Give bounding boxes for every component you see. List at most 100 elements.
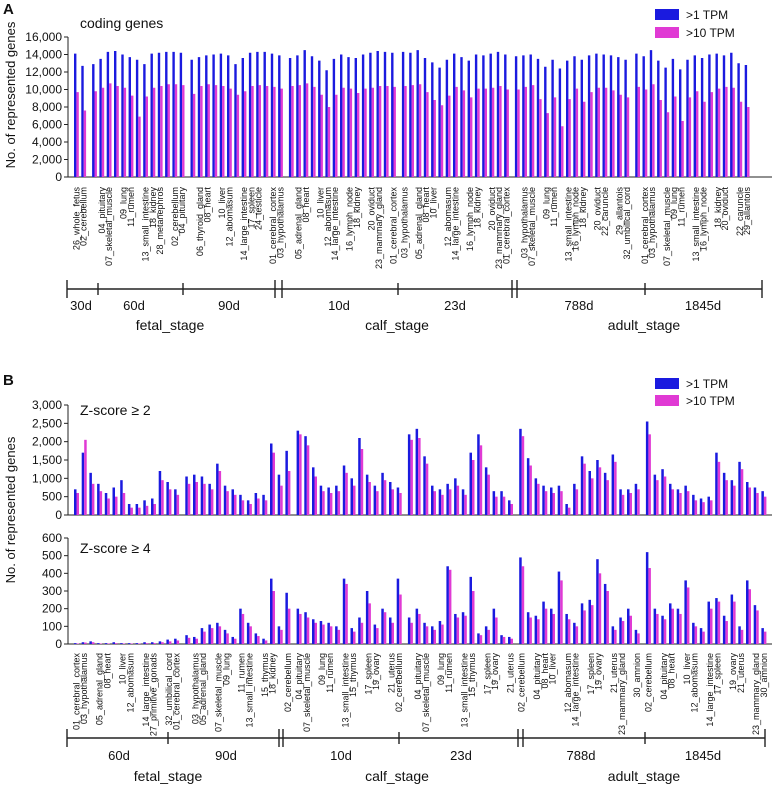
panel-b-bottom-x-tick-label: 08_heart [540, 653, 550, 689]
panel-a-bar-tpm1 [467, 60, 470, 177]
panel-b-bottom-bar-tpm1 [645, 552, 649, 644]
panel-a-y-tick-label: 8,000 [32, 100, 62, 114]
panel-b-bottom-x-tick-label: 08_heart [667, 653, 677, 689]
panel-a-bar-tpm10 [652, 84, 655, 177]
panel-a-bar-tpm1 [212, 54, 215, 177]
panel-b-top-bar-tpm10 [226, 491, 229, 515]
panel-a-y-tick-label: 6,000 [32, 118, 62, 132]
panel-b-bottom-bar-tpm1 [246, 622, 250, 644]
panel-b-top-bar-tpm1 [89, 472, 92, 515]
panel-b-bottom-bar-tpm1 [239, 608, 242, 644]
panel-a-bar-tpm10 [539, 99, 542, 177]
panel-b-bottom-y-tick-label: 0 [55, 637, 62, 651]
panel-b-bottom-bar-tpm1 [446, 566, 449, 644]
panel-b-bottom-bar-tpm10 [529, 617, 532, 644]
panel-b-top-bar-tpm10 [234, 494, 237, 515]
panel-a-x-tick-label: 11_rumen [676, 187, 686, 227]
panel-a-bar-tpm1 [602, 54, 605, 177]
panel-a-bar-tpm10 [152, 87, 156, 177]
panel-b-top-bar-tpm10 [391, 489, 394, 515]
panel-a-bar-tpm10 [349, 88, 353, 177]
panel-b-bottom-bar-tpm10 [272, 591, 275, 644]
panel-a-bar-tpm10 [717, 88, 721, 177]
panel-a-bar-tpm10 [703, 101, 706, 177]
panel-b-top-bar-tpm1 [715, 452, 718, 515]
panel-b-top-bar-tpm1 [557, 485, 561, 515]
panel-b-bottom-x-tick-label: 07_skeletal_muscle [421, 653, 431, 732]
panel-a-bar-tpm1 [376, 51, 379, 177]
panel-a-bar-tpm10 [236, 94, 240, 177]
panel-b-bottom-bar-tpm1 [350, 628, 353, 644]
timeline-a-age-10d: 10d [328, 298, 350, 313]
panel-a-x-tick-label: 08_heart [203, 187, 213, 223]
panel-a-bar-tpm1 [551, 59, 554, 177]
panel-b-top-bar-tpm10 [203, 483, 206, 515]
chart-marks: 0 2,000 4,000 6,000 8,000 10,000 12,000 14,000 1… [25, 30, 772, 747]
panel-b-bottom-bar-tpm1 [588, 599, 591, 644]
panel-b-bottom-x-tick-label: 11_rumen [325, 653, 335, 693]
panel-b-top-bar-tpm1 [381, 472, 384, 515]
panel-b-top-bar-tpm1 [239, 494, 242, 515]
panel-b-top-bar-tpm10 [425, 463, 429, 515]
panel-b-top-bar-tpm1 [534, 478, 538, 515]
panel-b-top-bar-tpm1 [304, 436, 307, 515]
panel-a-x-tick-label: 07_skeletal_muscle [527, 187, 537, 266]
panel-a-x-tick-label: 12_abomasum [224, 187, 234, 247]
panel-a-bar-tpm1 [657, 60, 660, 177]
panel-a-bar-tpm10 [484, 88, 487, 177]
panel-b-bottom-bar-tpm10 [153, 643, 156, 644]
panel-b-bottom-bar-tpm10 [410, 622, 413, 644]
panel-b-top-bar-tpm1 [526, 458, 530, 515]
panel-b-bottom-bar-tpm10 [725, 621, 728, 644]
panel-a-bar-tpm1 [205, 55, 208, 177]
panel-b-bottom-bar-tpm10 [257, 636, 260, 644]
panel-b-top-bar-tpm1 [454, 478, 457, 515]
panel-a-y-tick-label: 16,000 [25, 30, 62, 44]
panel-b-bottom-bar-tpm10 [710, 608, 713, 644]
panel-b-top-bar-tpm10 [433, 491, 436, 515]
timeline-b-stage-adult: adult_stage [608, 768, 681, 784]
panel-b-bottom-bar-tpm1 [753, 605, 757, 644]
panel-a-x-tick-label: 11_rumen [126, 187, 136, 227]
panel-a-legend-swatch-tpm10 [655, 27, 679, 38]
panel-b-legend-swatch-tpm1 [655, 378, 679, 389]
panel-b-top-y-tick-label: 500 [42, 490, 62, 504]
panel-a-bar-tpm10 [174, 84, 178, 177]
panel-a-x-tick-label: 23_mammary_gland [374, 187, 384, 269]
panel-a-bar-tpm10 [200, 86, 203, 177]
panel-a-bar-tpm10 [244, 91, 247, 177]
panel-b-top-bar-tpm10 [694, 500, 698, 515]
panel-b-top-bar-tpm10 [314, 476, 317, 515]
panel-b-bottom-bar-tpm1 [431, 626, 434, 644]
panel-b-bottom-bar-tpm10 [210, 628, 214, 644]
panel-b-top-bar-tpm10 [399, 493, 402, 515]
panel-a-bar-tpm1 [522, 55, 525, 177]
panel-b-bottom-bar-tpm10 [418, 613, 421, 644]
panel-a-bar-tpm1 [671, 58, 675, 177]
panel-a-bar-tpm1 [135, 59, 139, 177]
panel-a-bar-tpm1 [263, 51, 266, 177]
panel-b-bottom-x-tick-label: 19_ovary [371, 653, 381, 691]
panel-a-bar-tpm1 [649, 50, 653, 177]
panel-b-bottom-x-tick-label: 23_mammary_gland [617, 653, 627, 735]
panel-a-x-tick-label: 18_kidney [578, 187, 588, 229]
panel-b-bottom-x-tick-label: 02_cerebellum [517, 653, 527, 712]
panel-b-top-bar-tpm1 [112, 487, 115, 515]
panel-b-bottom-bar-tpm1 [81, 642, 85, 644]
panel-b-bottom-bar-tpm10 [168, 641, 172, 644]
panel-a-bar-tpm1 [347, 57, 350, 177]
panel-a-bar-tpm1 [617, 57, 620, 177]
panel-b-top-bar-tpm1 [216, 463, 219, 515]
panel-b-bottom-bar-tpm1 [120, 643, 123, 644]
panel-b-top-bar-tpm1 [661, 469, 664, 515]
panel-b-bottom-x-tick-label: 09_lung [317, 653, 327, 685]
panel-b-top-bar-tpm1 [81, 452, 85, 515]
panel-b-top-bar-tpm1 [438, 489, 442, 515]
panel-b-bottom-bar-tpm10 [456, 617, 460, 644]
panel-b-top-bar-tpm10 [671, 489, 674, 515]
panel-a-x-tick-label: 12_abomasum [323, 187, 333, 247]
panel-a-bar-tpm10 [214, 85, 218, 177]
panel-b-bottom-x-tick-label: 07_skeletal_muscle [302, 653, 312, 732]
panel-b-bottom-bar-tpm1 [396, 578, 400, 644]
panel-b-bottom-bar-tpm1 [127, 643, 131, 644]
